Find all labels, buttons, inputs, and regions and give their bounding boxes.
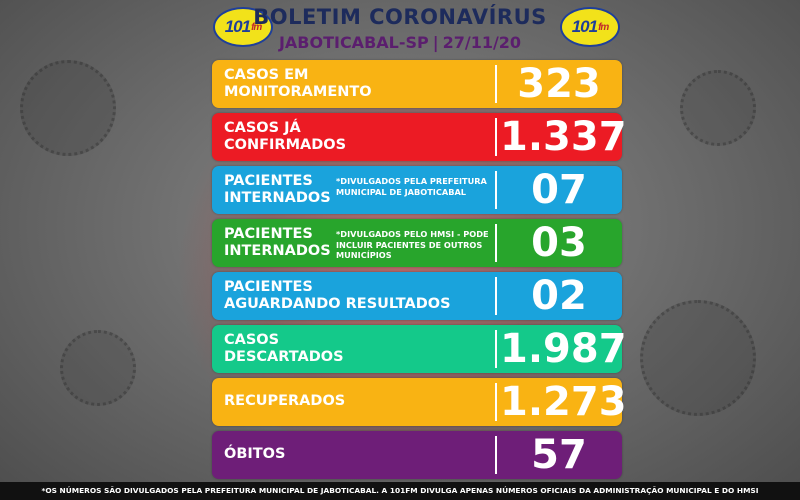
- panel-label-line2: INTERNADOS: [224, 190, 331, 206]
- city-label: JABOTICABAL-SP: [278, 33, 429, 52]
- panel-label-line2: DESCARTADOS: [224, 349, 344, 365]
- panel-label-line2: AGUARDANDO RESULTADOS: [224, 296, 451, 312]
- panel-divider: [495, 436, 497, 474]
- bulletin-subtitle: JABOTICABAL-SP | 27/11/20: [0, 33, 800, 52]
- panel-recovered: RECUPERADOS 1.273: [212, 378, 627, 426]
- footer-disclaimer: *OS NÚMEROS SÃO DIVULGADOS PELA PREFEITU…: [0, 482, 800, 500]
- panel-label: ÓBITOS: [224, 446, 285, 463]
- panel-awaiting-results: PACIENTES AGUARDANDO RESULTADOS 02: [212, 272, 622, 320]
- logo-suffix: fm: [598, 21, 609, 33]
- radio-logo-left: 101 fm: [213, 7, 273, 47]
- panel-divider: [495, 65, 497, 103]
- panel-label: PACIENTES INTERNADOS: [224, 173, 331, 207]
- panel-label-line2: CONFIRMADOS: [224, 137, 347, 153]
- panel-monitoring: CASOS EM MONITORAMENTO 323: [212, 60, 622, 108]
- subtitle-separator: |: [432, 33, 439, 52]
- panel-divider: [495, 118, 497, 156]
- virus-background-particle: [640, 300, 756, 416]
- panel-label-line1: ÓBITOS: [224, 446, 286, 462]
- panel-label: CASOS JÁ CONFIRMADOS: [224, 120, 346, 154]
- panel-label: PACIENTES INTERNADOS: [224, 226, 331, 260]
- panel-divider: [495, 330, 497, 368]
- panel-label-line2: MONITORAMENTO: [224, 84, 372, 100]
- date-label: 27/11/20: [442, 33, 522, 52]
- panel-label-line1: CASOS: [224, 332, 280, 348]
- panel-divider: [495, 224, 497, 262]
- panel-value: 07: [531, 167, 587, 213]
- panel-value: 57: [531, 432, 587, 478]
- panel-hospitalized-hmsi: PACIENTES INTERNADOS *DIVULGADOS PELO HM…: [212, 219, 622, 267]
- panel-label: CASOS DESCARTADOS: [224, 332, 344, 366]
- panel-value: 02: [531, 273, 587, 319]
- panel-label-line2: INTERNADOS: [224, 243, 331, 259]
- panel-divider: [495, 277, 497, 315]
- logo-text: 101: [224, 17, 251, 36]
- panel-value: 323: [517, 61, 601, 107]
- panel-note: *DIVULGADOS PELO HMSI - PODE INCLUIR PAC…: [336, 229, 489, 260]
- logo-text: 101: [571, 17, 598, 36]
- panel-label: RECUPERADOS: [224, 393, 345, 410]
- header: 101 fm BOLETIM CORONAVÍRUS JABOTICABAL-SP…: [0, 0, 800, 58]
- panel-divider: [495, 171, 497, 209]
- bulletin-title: BOLETIM CORONAVÍRUS: [253, 5, 547, 29]
- panel-label-line1: PACIENTES: [224, 226, 313, 242]
- panel-hospitalized-prefeitura: PACIENTES INTERNADOS *DIVULGADOS PELA PR…: [212, 166, 622, 214]
- panel-value: 1.273: [500, 379, 627, 425]
- virus-background-particle: [680, 70, 756, 146]
- panel-label-line1: RECUPERADOS: [224, 393, 346, 409]
- panel-divider: [495, 383, 497, 421]
- panel-label-line1: PACIENTES: [224, 279, 313, 295]
- radio-logo-right: 101 fm: [560, 7, 620, 47]
- panel-deaths: ÓBITOS 57: [212, 431, 622, 479]
- panel-label-line1: PACIENTES: [224, 173, 313, 189]
- panel-note: *DIVULGADOS PELA PREFEITURA MUNICIPAL DE…: [336, 176, 487, 197]
- panel-discarded: CASOS DESCARTADOS 1.987: [212, 325, 627, 373]
- panel-label-line1: CASOS JÁ: [224, 120, 301, 136]
- panel-label-line1: CASOS EM: [224, 67, 309, 83]
- panel-label: CASOS EM MONITORAMENTO: [224, 67, 372, 101]
- virus-background-particle: [20, 60, 116, 156]
- logo-suffix: fm: [251, 21, 262, 33]
- panel-confirmed: CASOS JÁ CONFIRMADOS 1.337: [212, 113, 627, 161]
- panel-value: 1.987: [500, 326, 627, 372]
- panel-value: 03: [531, 220, 587, 266]
- panel-label: PACIENTES AGUARDANDO RESULTADOS: [224, 279, 451, 313]
- virus-background-particle: [60, 330, 136, 406]
- panel-value: 1.337: [500, 114, 627, 160]
